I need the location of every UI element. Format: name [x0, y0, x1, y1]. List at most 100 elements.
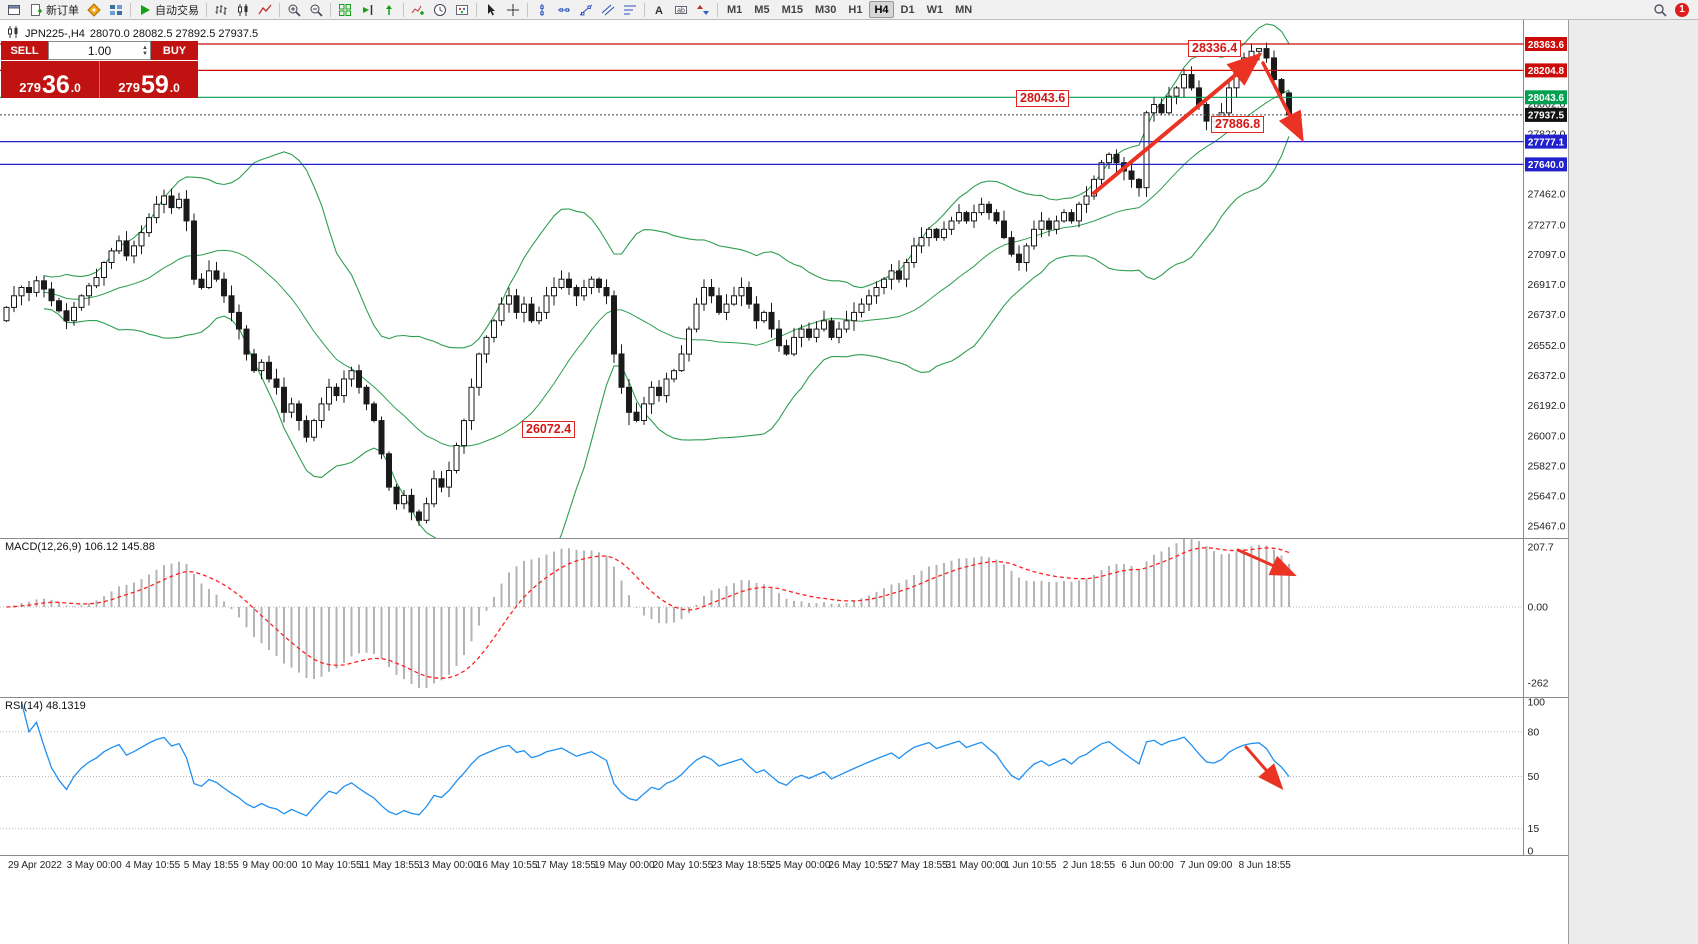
toolbar-chart-shift-button[interactable] [378, 1, 400, 19]
macd-tick: 207.7 [1528, 541, 1554, 553]
annotation-28043.6[interactable]: 28043.6 [1016, 90, 1070, 107]
volume-input[interactable]: 1.00 ▲ ▼ [48, 41, 151, 60]
toolbar-chart-candles-button[interactable] [232, 1, 254, 19]
svg-text:A: A [655, 5, 663, 17]
toolbar-cursor-button[interactable] [480, 1, 502, 19]
toolbar-indicators-button[interactable] [407, 1, 429, 19]
bollinger-middle-band [43, 89, 1290, 447]
bid-price[interactable]: 279 36.0 [1, 61, 99, 98]
toolbar-zoom-in-button[interactable] [283, 1, 305, 19]
volume-value: 1.00 [87, 43, 112, 58]
time-label: 7 Jun 09:00 [1180, 860, 1233, 871]
toolbar-crosshair-button[interactable] [502, 1, 524, 19]
toolbar-tile-windows-button[interactable] [334, 1, 356, 19]
rsi-tick: 15 [1528, 823, 1540, 835]
price-tick: 25647.0 [1528, 490, 1566, 502]
time-label: 23 May 18:55 [711, 860, 772, 871]
annotation-28336.4[interactable]: 28336.4 [1188, 40, 1242, 57]
rsi-pane-canvas[interactable]: 100 80 50 15 0 [0, 697, 1568, 855]
price-tick: 26372.0 [1528, 370, 1566, 382]
toolbar-fibonacci-button[interactable] [619, 1, 641, 19]
trend-arrow[interactable] [1092, 52, 1263, 195]
toolbar-auto-scroll-button[interactable] [356, 1, 378, 19]
one-click-trading-panel: SELL 1.00 ▲ ▼ BUY 279 36.0 279 59.0 [1, 41, 198, 98]
time-label: 31 May 00:00 [945, 860, 1007, 871]
timeframe-m5-button[interactable]: M5 [754, 3, 770, 16]
toolbar-auto-trading-button[interactable]: 自动交易 [134, 1, 203, 19]
time-label: 13 May 00:00 [418, 860, 479, 871]
candles-icon [8, 26, 18, 38]
toolbar-new-order-button[interactable]: 新订单 [25, 1, 83, 19]
toolbar-auto-trading-label: 自动交易 [155, 4, 199, 17]
toolbar-templates-button[interactable] [451, 1, 473, 19]
chart-window [0, 20, 1568, 944]
bid-head: 279 [19, 79, 41, 95]
timeframe-h4-button[interactable]: H4 [869, 1, 894, 18]
crosshair-icon [507, 3, 519, 16]
time-label: 16 May 10:55 [476, 860, 538, 871]
time-label: 8 Jun 18:55 [1238, 860, 1291, 871]
chart-symbol-info: JPN225-,H4 28070.0 28082.5 27892.5 27937… [6, 25, 258, 42]
timeframe-m1-button[interactable]: M1 [727, 3, 743, 16]
periods-icon [434, 3, 446, 16]
ask-tail: .0 [169, 80, 180, 95]
toolbar-text-label-button[interactable]: ab [670, 1, 692, 19]
macd-histogram [13, 538, 1290, 688]
toolbar-new-chart-button[interactable] [3, 1, 25, 19]
time-label: 9 May 00:00 [242, 860, 298, 871]
toolbar-horizontal-line-button[interactable] [553, 1, 575, 19]
time-label: 20 May 10:55 [652, 860, 714, 871]
tile-icon [339, 3, 351, 16]
toolbar-arrows-button[interactable] [692, 1, 714, 19]
candles-icon [238, 3, 248, 16]
buy-button[interactable]: BUY [151, 41, 198, 60]
timeframe-mn-button[interactable]: MN [955, 3, 973, 16]
indicators-icon [411, 5, 424, 15]
price-axis-label-28363.6: 28363.6 [1528, 40, 1565, 51]
annotation-26072.4[interactable]: 26072.4 [522, 421, 576, 438]
price-tick: 27462.0 [1528, 189, 1566, 201]
volume-steppers[interactable]: ▲ ▼ [142, 42, 148, 59]
timeframe-d1-button[interactable]: D1 [900, 3, 915, 16]
trend-arrow[interactable] [1261, 61, 1304, 143]
time-label: 5 May 18:55 [183, 860, 239, 871]
template-icon [456, 4, 468, 15]
toolbar-chart-bars-button[interactable] [210, 1, 232, 19]
current-price-label: 27937.5 [1528, 111, 1565, 122]
timeframe-h1-button[interactable]: H1 [848, 3, 863, 16]
symbol-ohlc: 28070.0 28082.5 27892.5 27937.5 [89, 27, 259, 40]
volume-up-icon[interactable]: ▲ [142, 44, 148, 51]
toolbar-separator [717, 2, 718, 17]
timeframe-m30-button[interactable]: M30 [814, 3, 837, 16]
timeframe-m15-button[interactable]: M15 [781, 3, 803, 16]
price-axis-label-27777.1: 27777.1 [1528, 137, 1565, 148]
annotation-27886.8[interactable]: 27886.8 [1211, 116, 1265, 133]
toolbar-separator [206, 2, 207, 17]
main-chart-canvas[interactable]: 28002.027822.027462.027277.027097.026917… [0, 20, 1568, 538]
timeframe-w1-button[interactable]: W1 [926, 3, 944, 16]
notification-badge[interactable]: 1 [1675, 2, 1689, 17]
bars-icon [215, 4, 227, 15]
macd-indicator-label: MACD(12,26,9) 106.12 145.88 [5, 541, 155, 553]
terminal-background [1568, 20, 1698, 944]
toolbar-zoom-out-button[interactable] [305, 1, 327, 19]
toolbar-trendline-button[interactable] [575, 1, 597, 19]
toolbar-vertical-line-button[interactable] [531, 1, 553, 19]
toolbar-channel-button[interactable] [597, 1, 619, 19]
ask-price[interactable]: 279 59.0 [100, 61, 198, 98]
toolbar-search-button[interactable] [1649, 1, 1671, 19]
rsi-arrow[interactable] [1244, 745, 1284, 790]
toolbar-text-button[interactable]: A [648, 1, 670, 19]
price-divider [99, 61, 100, 98]
time-axis[interactable]: 29 Apr 2022 3 May 00:00 4 May 10:55 5 May 1… [0, 855, 1568, 944]
toolbar-periods-button[interactable] [429, 1, 451, 19]
toolbar-market-watch-button[interactable] [105, 1, 127, 19]
macd-arrow[interactable] [1236, 548, 1297, 577]
toolbar-chart-line-button[interactable] [254, 1, 276, 19]
toolbar-separator [403, 2, 404, 17]
macd-pane-canvas[interactable]: 207.7 0.00 -262 [0, 538, 1568, 697]
line-chart-icon [258, 4, 272, 14]
volume-down-icon[interactable]: ▼ [142, 50, 148, 57]
toolbar-metaeditor-button[interactable] [83, 1, 105, 19]
sell-button[interactable]: SELL [1, 41, 48, 60]
